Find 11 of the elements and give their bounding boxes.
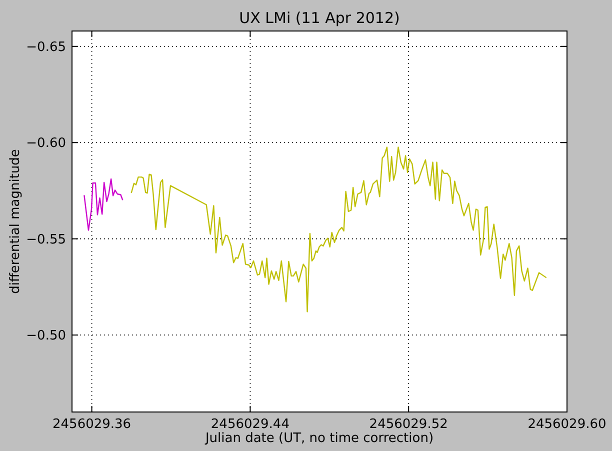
x-axis-title: Julian date (UT, no time correction) <box>204 431 434 446</box>
chart-title: UX LMi (11 Apr 2012) <box>239 9 400 27</box>
y-tick-label: −0.65 <box>26 40 66 55</box>
x-tick-label: 2456029.60 <box>528 417 606 432</box>
x-tick-label: 2456029.44 <box>210 417 290 432</box>
x-tick-label: 2456029.52 <box>369 417 448 432</box>
y-tick-label: −0.55 <box>26 232 66 248</box>
y-tick-label: −0.60 <box>26 136 66 152</box>
y-tick-label: −0.50 <box>26 328 66 344</box>
y-axis-title: differential magnitude <box>8 149 23 294</box>
x-tick-label: 2456029.36 <box>52 417 132 432</box>
